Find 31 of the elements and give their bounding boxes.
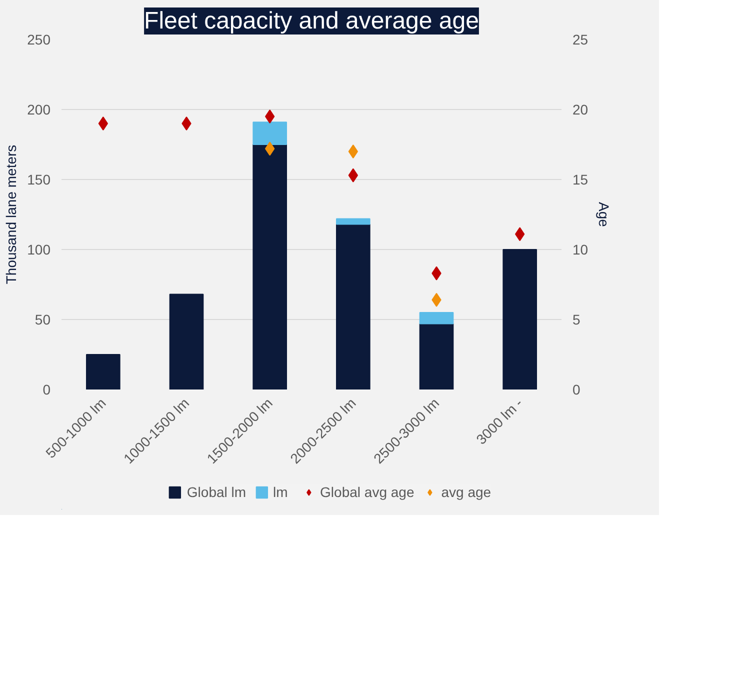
y-tick-label: 150: [27, 172, 51, 188]
y2-tick-label: 20: [572, 102, 588, 118]
bar: [252, 122, 287, 145]
bar: [252, 144, 287, 390]
legend-label: avg age: [441, 484, 492, 500]
y2-tick-label: 15: [572, 172, 588, 188]
y2-tick-label: 5: [572, 312, 580, 328]
y-tick-label: 0: [42, 382, 51, 398]
y2-tick-label: 25: [572, 32, 588, 48]
y-axis-title: Thousand lane meters: [3, 144, 20, 284]
bar: [169, 294, 204, 390]
bar: [86, 354, 120, 390]
y2-tick-label: 0: [572, 382, 580, 398]
y2-tick-label: 10: [572, 242, 588, 258]
y-tick-label: 50: [34, 312, 51, 328]
y-tick-label: 200: [27, 102, 51, 118]
bar: [419, 323, 454, 390]
y-tick-label: 100: [27, 242, 51, 258]
legend-label: lm: [273, 484, 289, 500]
chart-title: Fleet capacity and average age: [144, 8, 479, 34]
point: [98, 116, 108, 130]
bar: [336, 224, 370, 390]
bar: [419, 312, 454, 324]
y2-axis-title: Age: [596, 202, 612, 228]
point: [182, 116, 192, 130]
y-tick-label: 250: [27, 32, 51, 48]
bar: [336, 218, 370, 225]
legend-label: Global lm: [186, 484, 246, 500]
legend-label: Global avg age: [320, 484, 414, 500]
bar: [502, 249, 537, 390]
point: [265, 110, 275, 124]
